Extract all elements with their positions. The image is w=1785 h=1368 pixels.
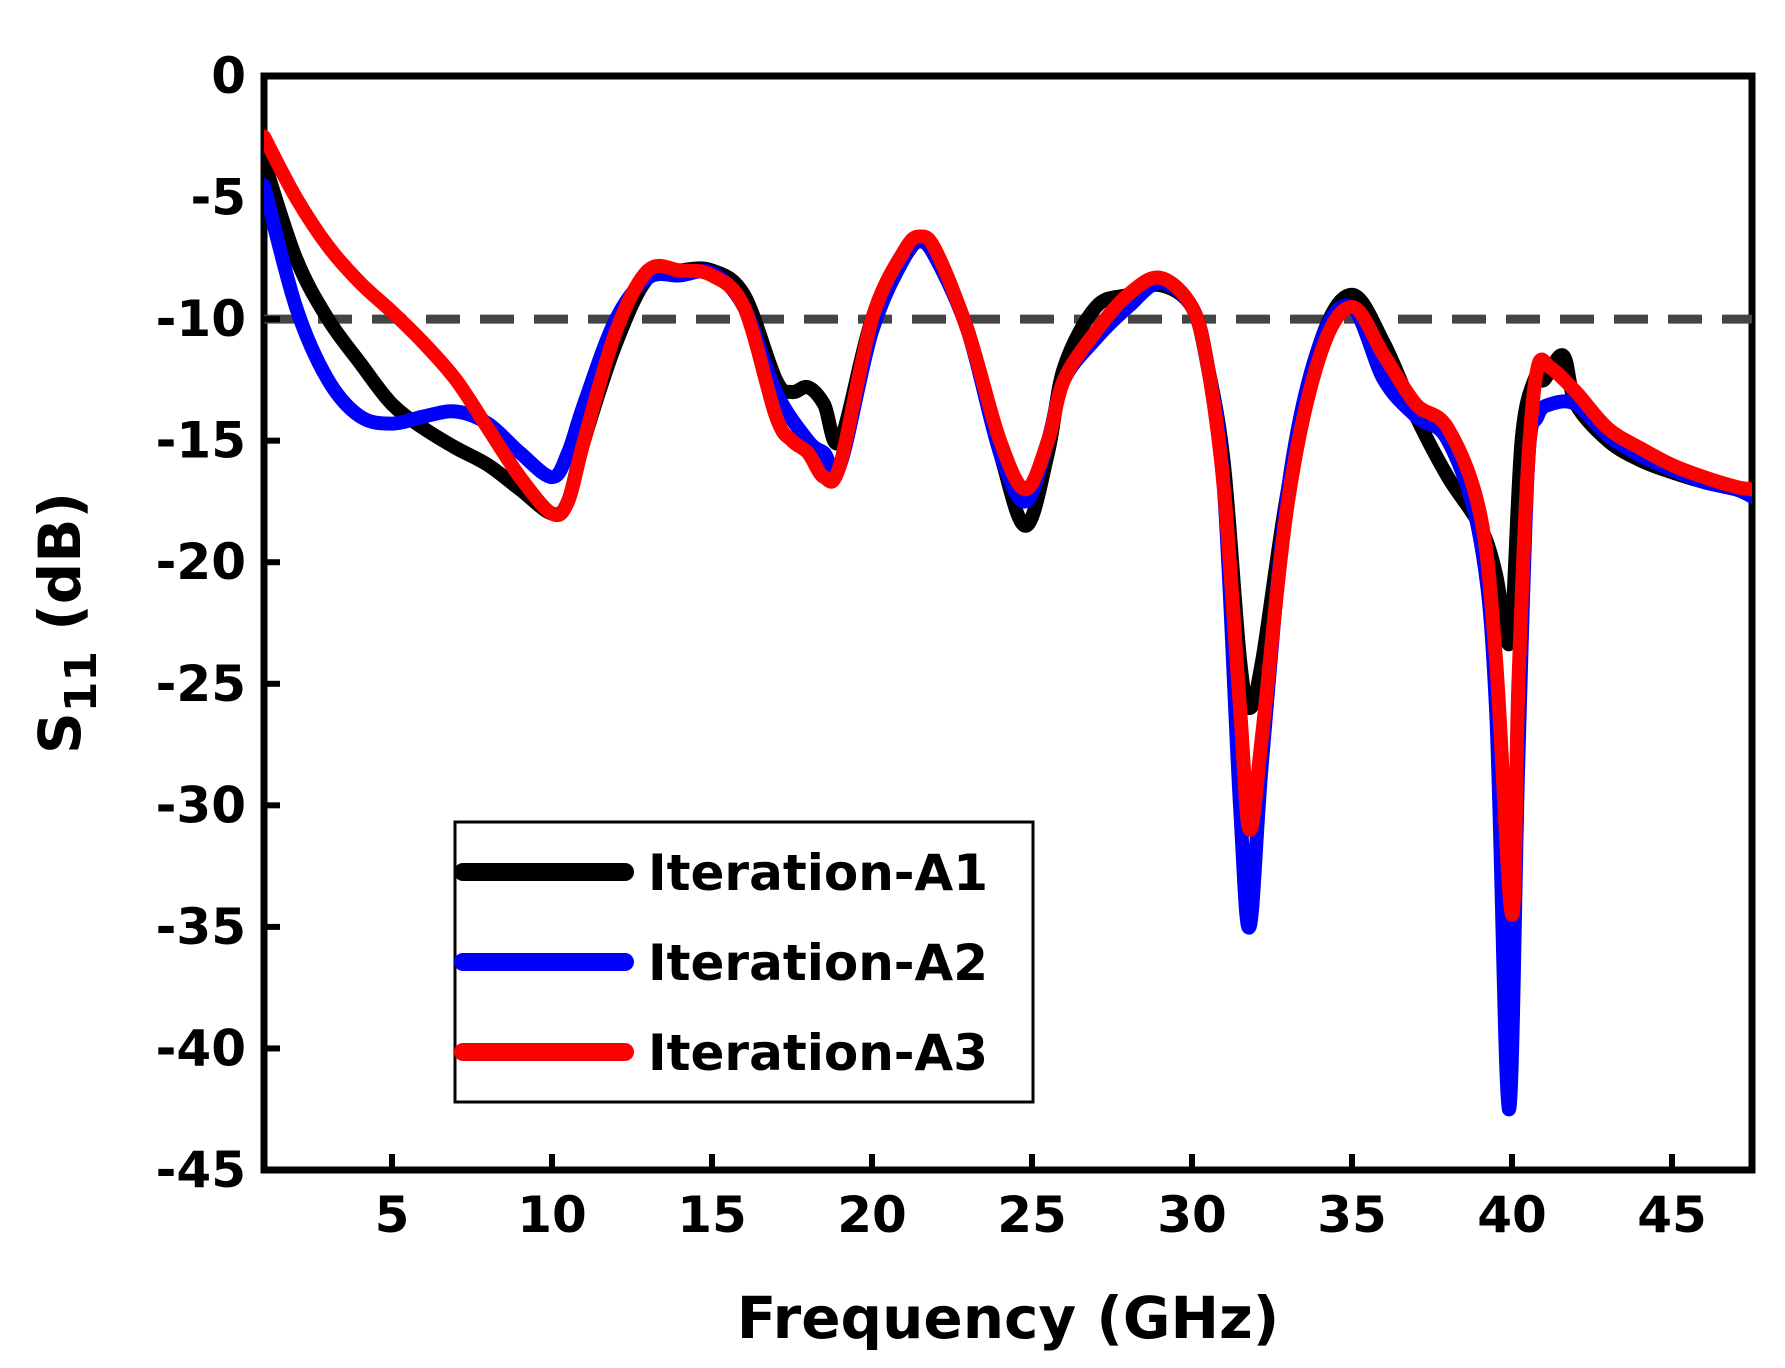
series-line-iteration-a3 <box>264 129 1752 922</box>
y-tick-label: -35 <box>156 898 246 956</box>
y-tick-label: -40 <box>156 1019 246 1077</box>
x-tick-label: 30 <box>1157 1186 1227 1244</box>
x-axis-ticks: 5 10 15 20 25 30 35 40 45 <box>375 1154 1707 1244</box>
y-axis-title-subscript: 11 <box>56 651 107 712</box>
y-tick-label: -25 <box>156 655 246 713</box>
y-tick-label: 0 <box>211 47 246 105</box>
y-tick-label: -20 <box>156 533 246 591</box>
x-tick-label: 35 <box>1317 1186 1387 1244</box>
x-tick-label: 15 <box>677 1186 747 1244</box>
x-tick-label: 20 <box>837 1186 907 1244</box>
x-tick-label: 10 <box>517 1186 587 1244</box>
y-tick-label: -45 <box>156 1141 246 1199</box>
y-tick-label: -30 <box>156 776 246 834</box>
y-tick-label: -5 <box>190 169 246 227</box>
legend: Iteration-A1 Iteration-A2 Iteration-A3 <box>453 820 1035 1104</box>
y-tick-label: -15 <box>156 412 246 470</box>
legend-label-iteration-a3: Iteration-A3 <box>648 1024 988 1082</box>
x-tick-label: 25 <box>997 1186 1067 1244</box>
legend-label-iteration-a2: Iteration-A2 <box>648 934 988 992</box>
x-tick-label: 40 <box>1477 1186 1547 1244</box>
y-axis-ticks: 0 -5 -10 -15 -20 -25 -30 -35 -40 -45 <box>156 47 280 1199</box>
y-axis-title-main: S <box>26 712 94 754</box>
legend-label-iteration-a1: Iteration-A1 <box>648 844 988 902</box>
x-axis-title: Frequency (GHz) <box>737 1284 1280 1352</box>
y-tick-label: -10 <box>156 290 246 348</box>
x-tick-label: 5 <box>375 1186 410 1244</box>
series-group <box>264 129 1752 1117</box>
y-axis-title-unit: (dB) <box>26 492 94 651</box>
plot-frame <box>260 72 1756 1174</box>
x-tick-label: 45 <box>1637 1186 1707 1244</box>
y-axis-title: S11 (dB) <box>26 492 107 754</box>
